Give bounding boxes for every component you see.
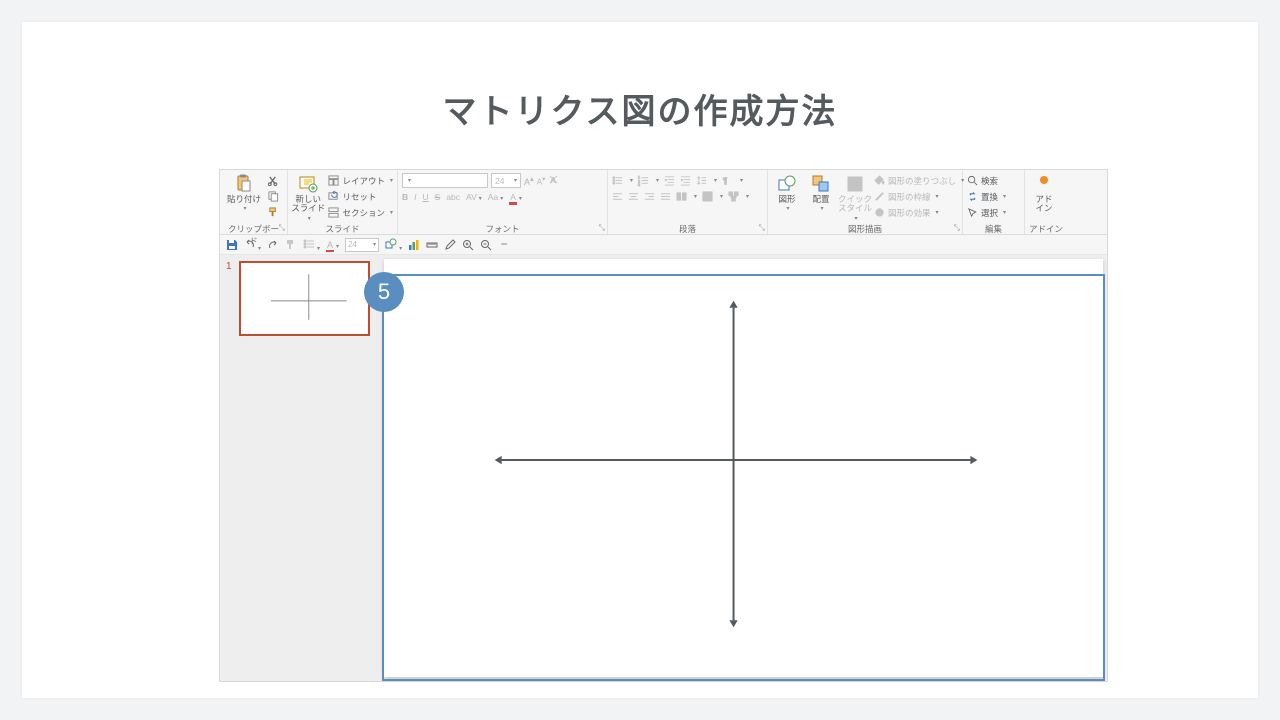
columns-button[interactable] — [676, 191, 687, 202]
quick-access-toolbar: ▾ ▾ A▾ 24▾ ▾ ＝ — [220, 235, 1107, 255]
svg-text:3: 3 — [638, 183, 640, 187]
thumbnail-number: 1 — [226, 261, 234, 336]
qat-chart-icon[interactable] — [408, 239, 420, 251]
bullets-button[interactable] — [612, 175, 623, 186]
editing-group-label: 編集 — [967, 221, 1020, 233]
char-spacing-button[interactable]: AV▾ — [466, 192, 482, 202]
paste-label: 貼り付け — [227, 195, 261, 204]
format-painter-button[interactable] — [268, 205, 279, 220]
qat-ruler-icon[interactable] — [426, 239, 438, 251]
arrange-label: 配置 — [812, 195, 829, 204]
qat-customize-icon[interactable]: ＝ — [500, 239, 508, 250]
shapes-button[interactable]: 図形▾ — [772, 173, 802, 213]
layout-label: レイアウト — [342, 175, 385, 187]
save-icon[interactable] — [226, 239, 238, 251]
powerpoint-screenshot: 貼り付け ▾ クリップボード ⤡ 新しい スライ — [219, 169, 1108, 682]
align-center-button[interactable] — [628, 191, 639, 202]
find-button[interactable]: 検索 — [967, 173, 1020, 188]
shadow-button[interactable]: abc — [446, 192, 460, 202]
arrange-button[interactable]: 配置▾ — [806, 173, 836, 213]
numbering-button[interactable]: 123 — [638, 175, 649, 186]
qat-shapes-icon[interactable]: ▾ — [385, 238, 402, 252]
inc-indent-button[interactable] — [680, 175, 691, 186]
slide-thumbnail-1[interactable] — [239, 261, 370, 336]
qat-font-size[interactable]: 24▾ — [345, 238, 379, 252]
qat-font-color-icon[interactable]: A▾ — [326, 240, 339, 250]
page-title: マトリクス図の作成方法 — [22, 84, 1258, 133]
slides-group-label: スライド — [292, 221, 393, 233]
qat-eyedrop-icon[interactable] — [444, 239, 456, 251]
cut-button[interactable] — [268, 173, 279, 188]
font-size-select[interactable]: 24▾ — [491, 173, 521, 188]
change-case-button[interactable]: Aa▾ — [488, 192, 503, 202]
align-text-button[interactable] — [702, 191, 713, 202]
align-left-button[interactable] — [612, 191, 623, 202]
quickstyle-label: クイック スタイル — [838, 195, 872, 214]
slide-canvas[interactable] — [384, 259, 1103, 677]
strike-button[interactable]: S — [435, 192, 441, 202]
reset-button[interactable]: リセット — [328, 189, 393, 204]
section-button[interactable]: セクション▾ — [328, 205, 393, 220]
qat-zoomin-icon[interactable] — [462, 239, 474, 251]
reset-label: リセット — [342, 191, 376, 203]
clear-format-button[interactable]: A — [548, 174, 559, 187]
smartart-button[interactable] — [728, 191, 739, 202]
shape-outline-button[interactable]: 図形の枠線▾ — [874, 189, 964, 204]
paragraph-group-label: 段落 — [612, 221, 763, 233]
decrease-font-button[interactable]: A▾ — [537, 175, 546, 187]
copy-button[interactable] — [268, 189, 279, 204]
new-slide-label: 新しい スライド — [291, 195, 325, 214]
font-color-button[interactable]: A▾ — [509, 192, 522, 202]
section-label: セクション — [342, 207, 385, 219]
slide-thumbnails-pane: 1 — [220, 255, 380, 681]
paste-button[interactable]: 貼り付け ▾ — [224, 173, 264, 213]
drawing-group-label: 図形描画 — [772, 221, 958, 233]
line-spacing-button[interactable] — [696, 175, 707, 186]
qat-zoomout-icon[interactable] — [480, 239, 492, 251]
font-family-select[interactable]: ▾ — [402, 173, 488, 188]
svg-text:A: A — [851, 180, 858, 191]
clipboard-group-label: クリップボード — [224, 221, 283, 233]
layout-button[interactable]: レイアウト▾ — [328, 173, 393, 188]
svg-text:A: A — [551, 175, 556, 184]
align-right-button[interactable] — [644, 191, 655, 202]
addin-label: アド イン — [1035, 195, 1052, 214]
font-group-label: フォント — [402, 221, 603, 233]
redo-icon[interactable] — [267, 239, 279, 251]
shape-fill-button[interactable]: 図形の塗りつぶし▾ — [874, 173, 964, 188]
text-direction-button[interactable]: ¶ — [722, 175, 733, 186]
underline-button[interactable]: U — [423, 192, 429, 202]
ribbon: 貼り付け ▾ クリップボード ⤡ 新しい スライ — [220, 170, 1107, 235]
qat-bullets-icon[interactable]: ▾ — [303, 238, 320, 252]
bold-button[interactable]: B — [402, 192, 408, 202]
justify-button[interactable] — [660, 191, 671, 202]
addin-button[interactable]: アド イン — [1029, 173, 1059, 215]
new-slide-button[interactable]: 新しい スライド ▾ — [292, 173, 324, 223]
addin-group-label: アドイン — [1029, 221, 1063, 233]
italic-button[interactable]: I — [414, 192, 416, 202]
shapes-label: 図形 — [778, 195, 795, 204]
qat-paint-icon[interactable] — [285, 239, 297, 251]
increase-font-button[interactable]: A▴ — [524, 174, 534, 187]
replace-button[interactable]: 置換▾ — [967, 189, 1020, 204]
shape-effects-button[interactable]: 図形の効果▾ — [874, 205, 964, 220]
quickstyle-button[interactable]: A クイック スタイル▾ — [840, 173, 870, 223]
dec-indent-button[interactable] — [664, 175, 675, 186]
svg-text:¶: ¶ — [723, 176, 728, 185]
select-button[interactable]: 選択▾ — [967, 205, 1020, 220]
